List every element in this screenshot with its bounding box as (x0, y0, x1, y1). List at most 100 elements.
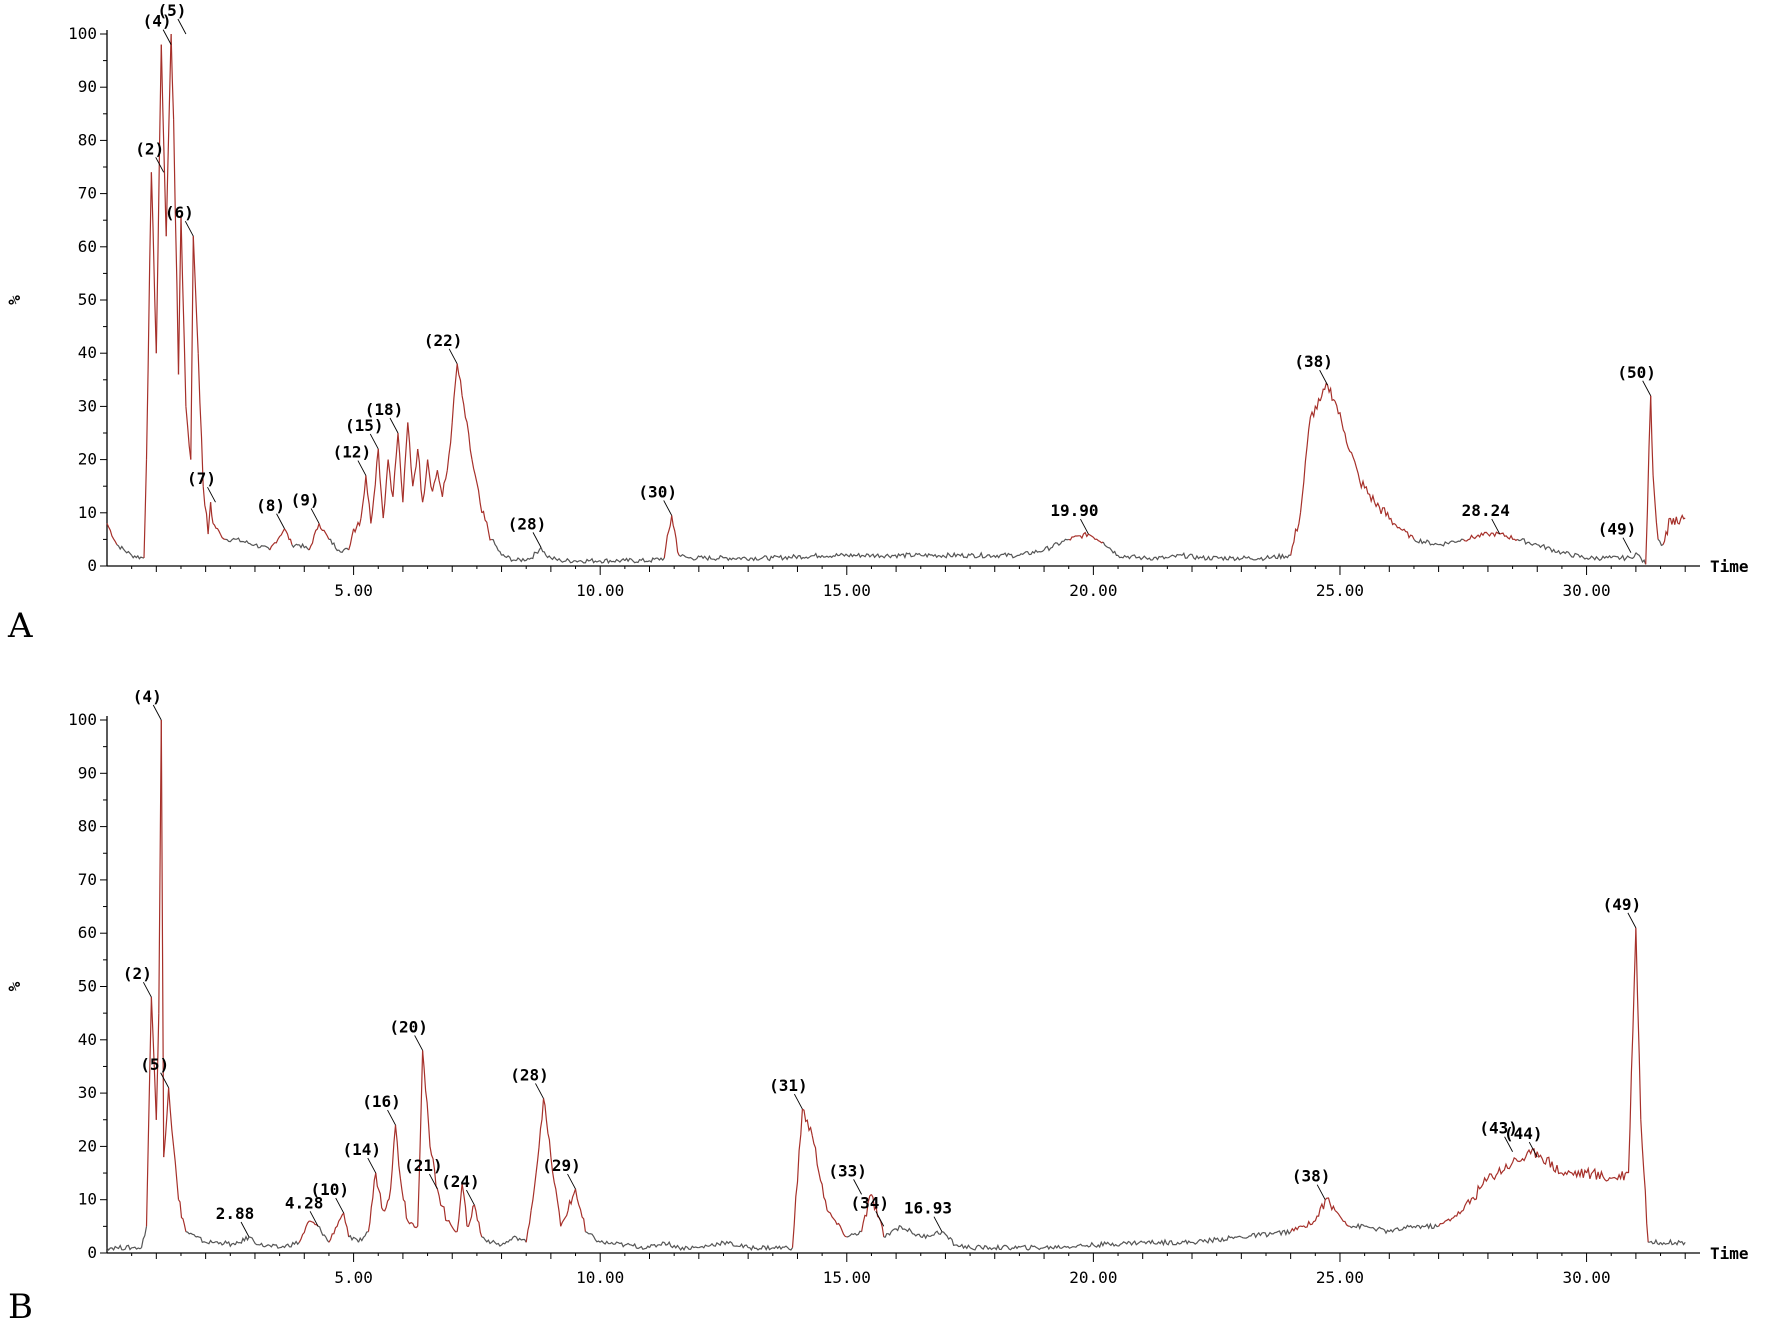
peak-label: (49) (1598, 520, 1637, 539)
trace-segment (491, 538, 503, 556)
peak-label: (4) (143, 12, 172, 31)
trace-segment (1487, 531, 1501, 538)
trace-segment (338, 547, 350, 553)
trace-segment (370, 448, 379, 524)
trace-segment (560, 557, 576, 564)
trace-segment (192, 236, 199, 354)
trace-segment (173, 119, 180, 375)
peak-leader (853, 1179, 862, 1195)
trace-segment (624, 1242, 650, 1251)
trace-segment (207, 502, 212, 535)
trace-segment (542, 1098, 552, 1158)
peak-label: (5) (140, 1055, 169, 1074)
trace-segment (1462, 531, 1489, 542)
trace-segment (955, 1243, 971, 1250)
y-tick-label: 20 (78, 450, 97, 469)
trace-segment (1191, 1235, 1242, 1245)
peak-leader (1491, 518, 1501, 535)
trace-segment (826, 1209, 848, 1238)
trace-segment (1413, 1222, 1439, 1230)
trace-segment (1438, 1209, 1464, 1227)
trace-segment (173, 1146, 180, 1200)
peak-leader (357, 460, 367, 476)
peak-label: (4) (133, 687, 162, 706)
x-axis-title: Time (1710, 557, 1749, 576)
trace-segment (451, 363, 458, 423)
peak-label: (33) (828, 1161, 867, 1180)
trace-segment (160, 719, 165, 1158)
trace-segment (461, 395, 473, 460)
trace-segment (811, 1135, 828, 1211)
y-tick-label: 10 (78, 503, 97, 522)
peak-leader (1642, 380, 1652, 396)
trace-segment (402, 422, 409, 503)
trace-segment (491, 1239, 502, 1247)
trace-segment (417, 448, 424, 503)
peak-label: (49) (1603, 895, 1642, 914)
trace-segment (663, 515, 673, 559)
trace-segment (1561, 550, 1587, 560)
trace-segment (1142, 555, 1168, 561)
trace-segment (941, 1231, 956, 1246)
trace-segment (1314, 1199, 1326, 1222)
peak-label: (24) (441, 1172, 480, 1191)
trace-segment (360, 475, 367, 519)
trace-segment (1487, 1162, 1514, 1181)
peak-leader (793, 1093, 803, 1110)
y-axis-title: % (5, 981, 24, 991)
peak-leader (1528, 1141, 1538, 1158)
trace-segment (436, 1188, 448, 1222)
trace-segment (210, 502, 214, 524)
trace-segment (1640, 1119, 1649, 1243)
trace-segment (1393, 522, 1415, 540)
trace-segment (1536, 1151, 1562, 1175)
trace-segment (197, 353, 204, 487)
peak-leader (152, 704, 162, 721)
peak-label: (2) (135, 139, 164, 158)
trace-segment (1201, 554, 1232, 562)
trace-segment (328, 1220, 340, 1243)
trace-segment (663, 1240, 680, 1249)
peak-leader (310, 508, 320, 524)
trace-segment (883, 1231, 892, 1238)
y-tick-label: 0 (87, 556, 97, 575)
trace-segment (1018, 549, 1045, 556)
peak-leader (663, 500, 673, 516)
trace-segment (1438, 538, 1464, 547)
y-tick-label: 70 (78, 184, 97, 203)
trace-segment (178, 1199, 187, 1232)
peak-label: (18) (365, 400, 404, 419)
trace-segment (116, 1244, 133, 1251)
x-tick-label: 20.00 (1069, 581, 1117, 600)
y-axis-title: % (5, 295, 24, 305)
trace-segment (318, 523, 330, 540)
peak-leader (414, 1035, 424, 1051)
x-tick-label: 10.00 (576, 581, 624, 600)
trace-segment (821, 552, 872, 559)
trace-segment (235, 537, 256, 547)
trace-segment (871, 552, 922, 559)
trace-segment (649, 557, 665, 563)
trace-segment (219, 1240, 236, 1248)
trace-segment (1299, 416, 1311, 513)
peak-leader (1080, 518, 1089, 535)
trace-segment (1645, 395, 1652, 565)
peak-leader (448, 348, 458, 365)
trace-segment (1388, 1224, 1415, 1233)
panel-letter: A (7, 606, 33, 646)
peak-leader (387, 1109, 396, 1126)
y-tick-label: 0 (87, 1243, 97, 1262)
trace-segment (390, 1125, 397, 1190)
trace-segment (382, 459, 389, 519)
y-tick-label: 30 (78, 1083, 97, 1102)
y-tick-label: 60 (78, 237, 97, 256)
peak-leader (429, 1173, 438, 1190)
y-tick-label: 40 (78, 343, 97, 362)
x-tick-label: 25.00 (1316, 581, 1364, 600)
trace-segment (254, 543, 271, 551)
trace-segment (599, 1240, 626, 1248)
trace-segment (1324, 1197, 1336, 1212)
trace-segment (994, 1243, 1045, 1251)
peak-leader (466, 1189, 475, 1206)
